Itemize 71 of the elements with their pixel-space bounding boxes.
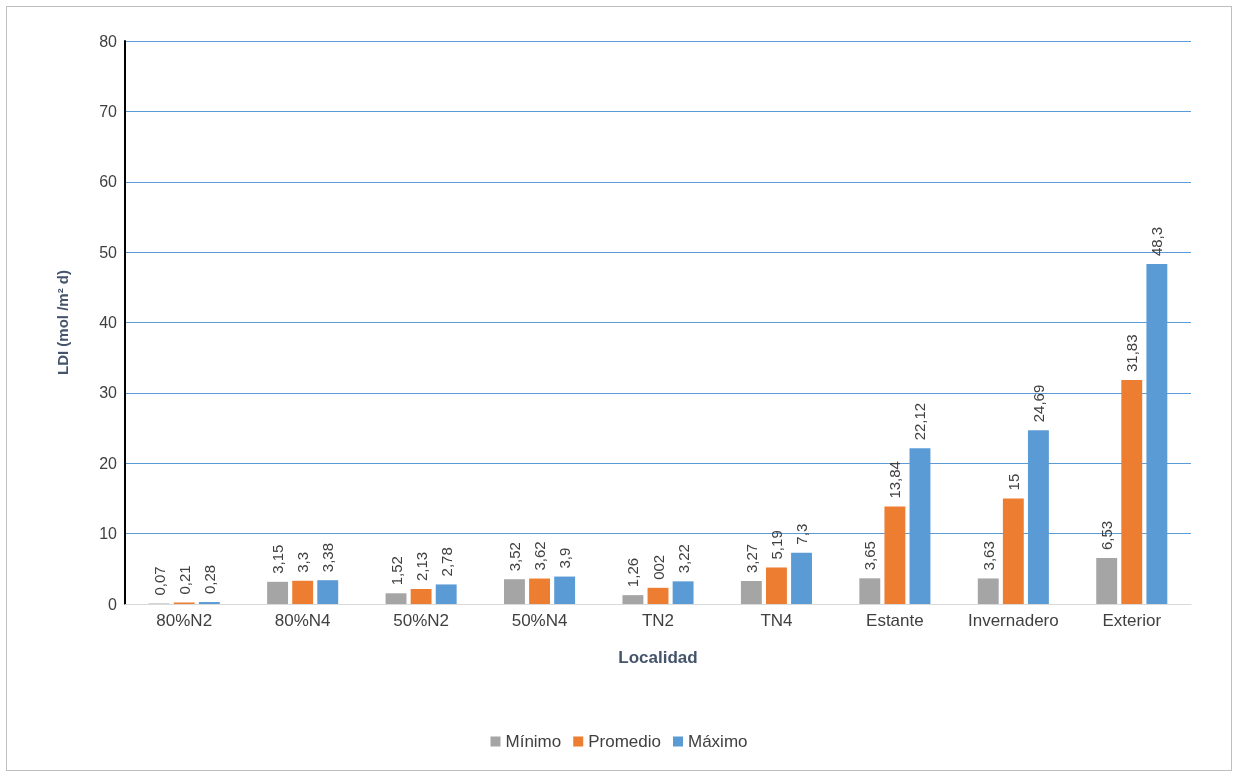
bar [672,581,694,604]
y-tick-label: 70 [99,102,118,120]
legend-label: Máximo [687,732,748,751]
bar [1002,498,1024,604]
data-label: 3,3 [294,551,312,573]
data-label: 3,22 [674,544,692,574]
data-label: 1,26 [624,557,642,588]
bar [267,581,289,604]
bar [622,595,644,604]
x-tick-label: TN2 [641,611,675,630]
x-tick-label: TN4 [760,611,793,630]
y-tick-label: 10 [99,525,118,543]
x-axis-title: Localidad [618,648,698,667]
bar [884,506,906,604]
y-tick-label: 60 [99,173,118,191]
y-axis-title: LDI (mol /m² d) [54,270,71,375]
x-tick-label: 80%N2 [156,611,213,630]
bar [977,578,999,604]
data-label: 2,78 [437,547,455,577]
bar [317,580,339,604]
y-tick-label: 30 [99,384,118,402]
bar [765,567,787,604]
data-label: 31,83 [1123,334,1141,372]
y-tick-label: 50 [99,243,118,261]
y-tick-label: 80 [99,32,118,50]
bar [647,587,669,604]
data-label: 0,28 [200,564,218,595]
data-label: 13,84 [886,461,904,499]
data-label: 5,19 [767,530,785,560]
data-label: 3,63 [979,541,997,571]
data-label: 3,9 [556,547,574,569]
bar [385,593,407,604]
data-label: 6,53 [1098,520,1116,551]
y-tick-label: 0 [108,595,118,613]
x-tick-label: Estante [866,611,924,630]
bar [740,580,762,604]
legend-label: Promedio [588,732,661,751]
y-tick-label: 20 [99,454,118,472]
bar [1121,380,1143,604]
data-label: 2,13 [412,551,430,582]
y-tick-label: 40 [99,314,118,331]
data-label: 3,15 [269,544,287,574]
bar [292,580,314,604]
bar [435,584,457,604]
data-label: 1,52 [387,556,405,586]
data-label: 22,12 [911,402,929,441]
data-label: 48,3 [1148,226,1166,257]
bar [859,578,881,604]
x-tick-label: Invernadero [967,611,1059,630]
data-label: 0,07 [150,566,168,596]
x-tick-label: 50%N2 [393,611,449,630]
data-label: 15 [1004,473,1022,491]
data-label: 0,21 [175,565,193,595]
data-label: 3,65 [861,541,879,571]
x-tick-label: 50%N4 [511,611,568,630]
bar [410,589,432,604]
bar [791,552,812,604]
bar [1096,558,1118,604]
bar [504,579,525,604]
x-tick-label: 80%N4 [274,611,331,630]
data-label: 3,38 [319,543,337,573]
data-label: 3,52 [505,542,523,572]
data-label: 3,27 [742,543,760,573]
bar [554,576,576,604]
data-label: 002 [649,554,667,580]
data-label: 3,62 [531,541,549,571]
data-label: 24,69 [1029,384,1047,423]
bar [529,578,551,604]
legend-label: Mínimo [505,732,562,751]
data-label: 7,3 [793,523,811,545]
x-tick-label: Exterior [1102,611,1162,630]
